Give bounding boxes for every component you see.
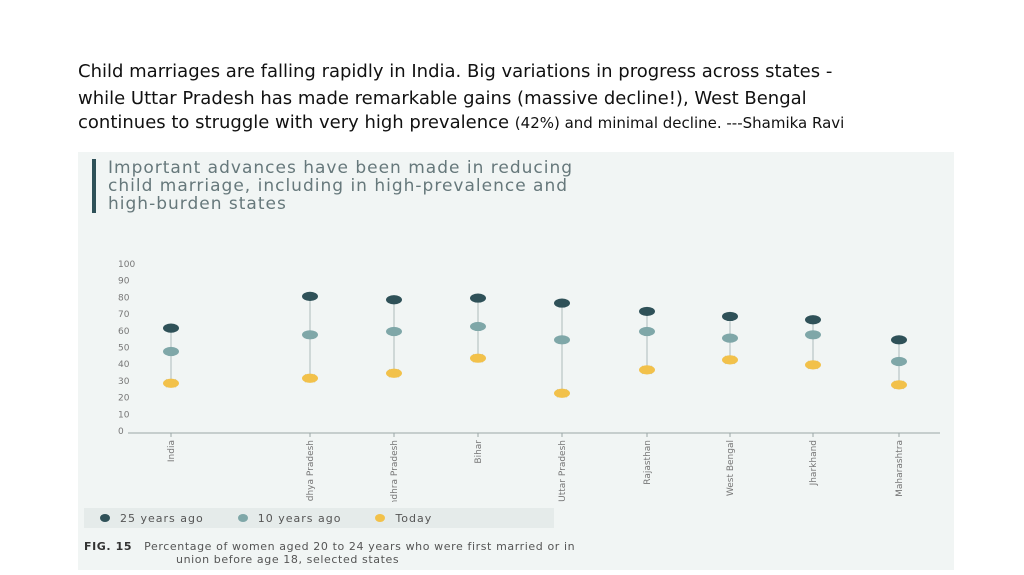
dot-10-years <box>163 346 179 357</box>
slide-caption: Child marriages are falling rapidly in I… <box>78 58 978 134</box>
figure-title-line-3: high-burden states <box>108 194 287 214</box>
x-tick-label: West Bengal <box>726 440 736 496</box>
caption-line-3a: continues to struggle with very high pre… <box>78 112 515 133</box>
dot-today <box>386 368 402 378</box>
figure-caption-line-2: union before age 18, selected states <box>176 553 400 566</box>
dot-today <box>805 360 821 370</box>
figure-caption: FIG. 15 Percentage of women aged 20 to 24… <box>84 540 944 566</box>
dot-25-years <box>891 335 907 345</box>
caption-line-3: continues to struggle with very high pre… <box>78 112 978 134</box>
figure-caption-label: FIG. 15 <box>84 540 133 553</box>
dot-25-years <box>639 306 655 317</box>
dot-10-years <box>386 326 402 337</box>
dot-10-years <box>805 330 821 340</box>
dot-today <box>639 365 655 375</box>
dot-25-years <box>722 311 738 322</box>
dot-plot: 0 10 20 30 40 50 60 70 80 90 100 India Madhya Prades… <box>118 260 940 502</box>
dot-10-years <box>722 333 738 343</box>
dot-25-years <box>554 298 570 308</box>
dot-10-years <box>891 356 907 367</box>
y-tick-label: 100 <box>118 260 135 270</box>
dot-today <box>554 388 570 398</box>
dot-10-years <box>639 326 655 337</box>
y-tick-label: 40 <box>118 360 130 370</box>
chart-legend: 25 years ago 10 years ago Today <box>84 508 554 528</box>
caption-line-2: while Uttar Pradesh has made remarkable … <box>78 88 807 109</box>
legend-label-10-years: 10 years ago <box>257 511 342 525</box>
dot-10-years <box>302 330 318 340</box>
dot-today <box>302 373 318 383</box>
dot-25-years <box>470 293 486 303</box>
x-tick-label: Madhya Pradesh <box>306 440 316 502</box>
dot-25-years <box>386 295 402 305</box>
x-tick-label: Rajasthan <box>643 440 653 485</box>
y-tick-label: 80 <box>118 293 130 303</box>
legend-item-25-years: 25 years ago <box>100 512 204 525</box>
legend-label-25-years: 25 years ago <box>120 511 204 525</box>
caption-line-3b: (42%) and minimal decline. ---Shamika Ra… <box>514 114 845 132</box>
y-tick-label: 30 <box>118 377 130 387</box>
dot-today <box>722 355 738 365</box>
caption-line-1: Child marriages are falling rapidly in I… <box>78 61 833 82</box>
dot-10-years <box>554 335 570 345</box>
y-tick-label: 10 <box>118 410 130 420</box>
dot-today <box>470 353 486 363</box>
dot-25-years <box>163 323 179 333</box>
x-tick-label: India <box>167 440 177 462</box>
y-tick-label: 0 <box>118 427 124 437</box>
dot-10-years <box>470 321 486 332</box>
legend-dot-25-years <box>100 514 110 522</box>
x-tick-label: Bihar <box>474 440 484 464</box>
legend-dot-today <box>375 514 386 522</box>
y-tick-label: 90 <box>118 277 130 287</box>
figure-caption-line-1: Percentage of women aged 20 to 24 years … <box>144 540 576 553</box>
x-tick-label: Maharashtra <box>895 440 905 497</box>
figure-title-line-2: child marriage, including in high-preval… <box>108 176 569 196</box>
x-tick-label: Uttar Pradesh <box>558 440 568 502</box>
x-tick-label: Andhra Pradesh <box>390 440 400 502</box>
y-tick-label: 50 <box>118 344 130 354</box>
figure-title-line-1: Important advances have been made in red… <box>108 158 574 178</box>
dot-25-years <box>302 291 318 301</box>
y-tick-label: 60 <box>118 327 130 337</box>
chart-figure: Important advances have been made in red… <box>78 152 954 570</box>
legend-item-today: Today <box>375 512 432 525</box>
x-tick-label: Jharkhand <box>809 440 819 486</box>
legend-dot-10-years <box>237 514 248 522</box>
y-tick-label: 20 <box>118 394 130 404</box>
y-tick-label: 70 <box>118 310 130 320</box>
legend-label-today: Today <box>395 511 433 525</box>
dot-today <box>891 380 907 390</box>
dot-today <box>163 378 179 388</box>
legend-item-10-years: 10 years ago <box>237 511 342 525</box>
figure-title: Important advances have been made in red… <box>92 159 928 213</box>
dot-25-years <box>805 315 821 325</box>
